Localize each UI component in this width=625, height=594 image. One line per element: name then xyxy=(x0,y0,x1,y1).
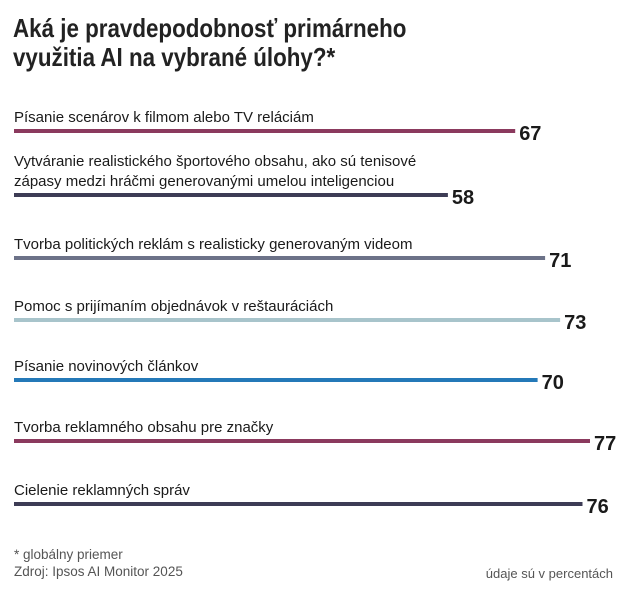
category-label-2-line-1: Vytváranie realistického športového obsa… xyxy=(14,153,416,170)
footnote: * globálny priemer xyxy=(14,547,123,562)
category-label-5: Písanie novinových článkov xyxy=(14,358,199,375)
bar-5 xyxy=(14,378,538,382)
category-label-3: Tvorba politických reklám s realisticky … xyxy=(14,236,412,253)
category-label-2-line-2: zápasy medzi hráčmi generovanými umelou … xyxy=(14,173,394,190)
source-note: Zdroj: Ipsos AI Monitor 2025 xyxy=(14,564,183,579)
value-label-4: 73 xyxy=(564,312,586,334)
chart-title: Aká je pravdepodobnosť primárneho využit… xyxy=(13,14,460,72)
unit-note: údaje sú v percentách xyxy=(485,566,613,581)
chart-title-line-2: využitia AI na vybrané úlohy?* xyxy=(13,42,336,72)
bar-1 xyxy=(14,129,516,133)
value-label-2: 58 xyxy=(452,187,474,209)
category-label-6: Tvorba reklamného obsahu pre značky xyxy=(14,419,274,436)
bar-3 xyxy=(14,256,546,260)
chart-footer: * globálny priemer Zdroj: Ipsos AI Monit… xyxy=(14,546,183,580)
value-label-1: 67 xyxy=(519,123,541,145)
value-label-7: 76 xyxy=(587,496,609,518)
bar-6 xyxy=(14,439,590,443)
value-label-3: 71 xyxy=(549,250,571,272)
value-label-5: 70 xyxy=(542,372,564,394)
chart-title-line-1: Aká je pravdepodobnosť primárneho xyxy=(13,13,407,43)
category-label-1: Písanie scenárov k filmom alebo TV relác… xyxy=(14,109,314,126)
bar-2 xyxy=(14,193,448,197)
value-label-6: 77 xyxy=(594,433,616,455)
category-label-7: Cielenie reklamných správ xyxy=(14,482,190,499)
category-label-4: Pomoc s prijímaním objednávok v reštaurá… xyxy=(14,298,333,315)
bar-4 xyxy=(14,318,561,322)
bar-7 xyxy=(14,502,583,506)
